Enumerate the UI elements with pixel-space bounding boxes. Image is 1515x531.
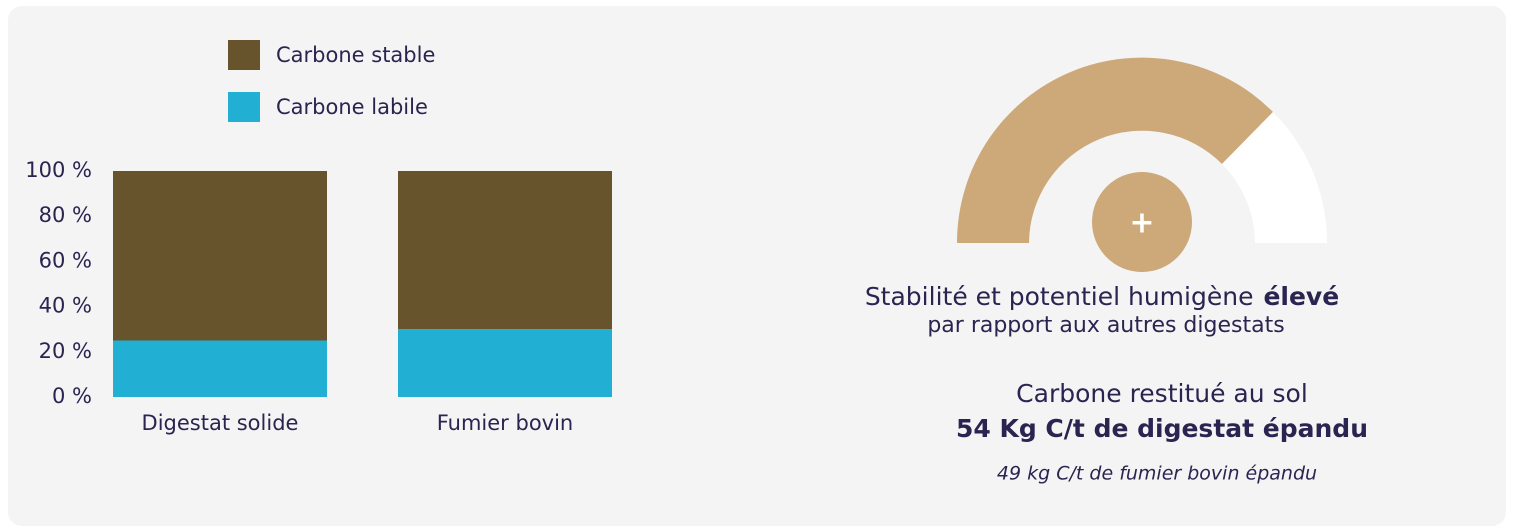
legend-swatch [228, 40, 260, 70]
legend-label: Carbone labile [276, 95, 428, 119]
bar-segment [113, 340, 327, 397]
stability-text: Stabilité et potentiel humigène [865, 282, 1254, 311]
x-tick-label: Digestat solide [142, 411, 299, 435]
gauge-rest [1222, 112, 1328, 243]
y-tick-label: 80 % [39, 203, 92, 227]
bar-segment [398, 329, 612, 397]
restitution-title: Carbone restitué au sol [1016, 379, 1308, 408]
y-tick-label: 60 % [39, 248, 92, 272]
gauge-symbol: + [1129, 206, 1154, 241]
restitution-compare: 49 kg C/t de fumier bovin épandu [997, 463, 1317, 485]
legend-label: Carbone stable [276, 43, 435, 67]
gauge-knob [1092, 172, 1192, 272]
bar-segment [398, 171, 612, 330]
panel [8, 6, 1506, 526]
gauge-fill [956, 57, 1273, 244]
stability-emphasis: élevé [1263, 282, 1339, 311]
stability-line: Stabilité et potentiel humigène élevé [865, 282, 1339, 311]
y-tick-label: 100 % [25, 158, 92, 182]
bar-segment [113, 171, 327, 341]
stability-sub: par rapport aux autres digestats [927, 313, 1284, 338]
legend-swatch [228, 92, 260, 122]
y-tick-label: 20 % [39, 339, 92, 363]
x-tick-label: Fumier bovin [437, 411, 574, 435]
y-tick-label: 0 % [52, 384, 92, 408]
restitution-value: 54 Kg C/t de digestat épandu [956, 414, 1368, 443]
y-tick-label: 40 % [39, 294, 92, 318]
